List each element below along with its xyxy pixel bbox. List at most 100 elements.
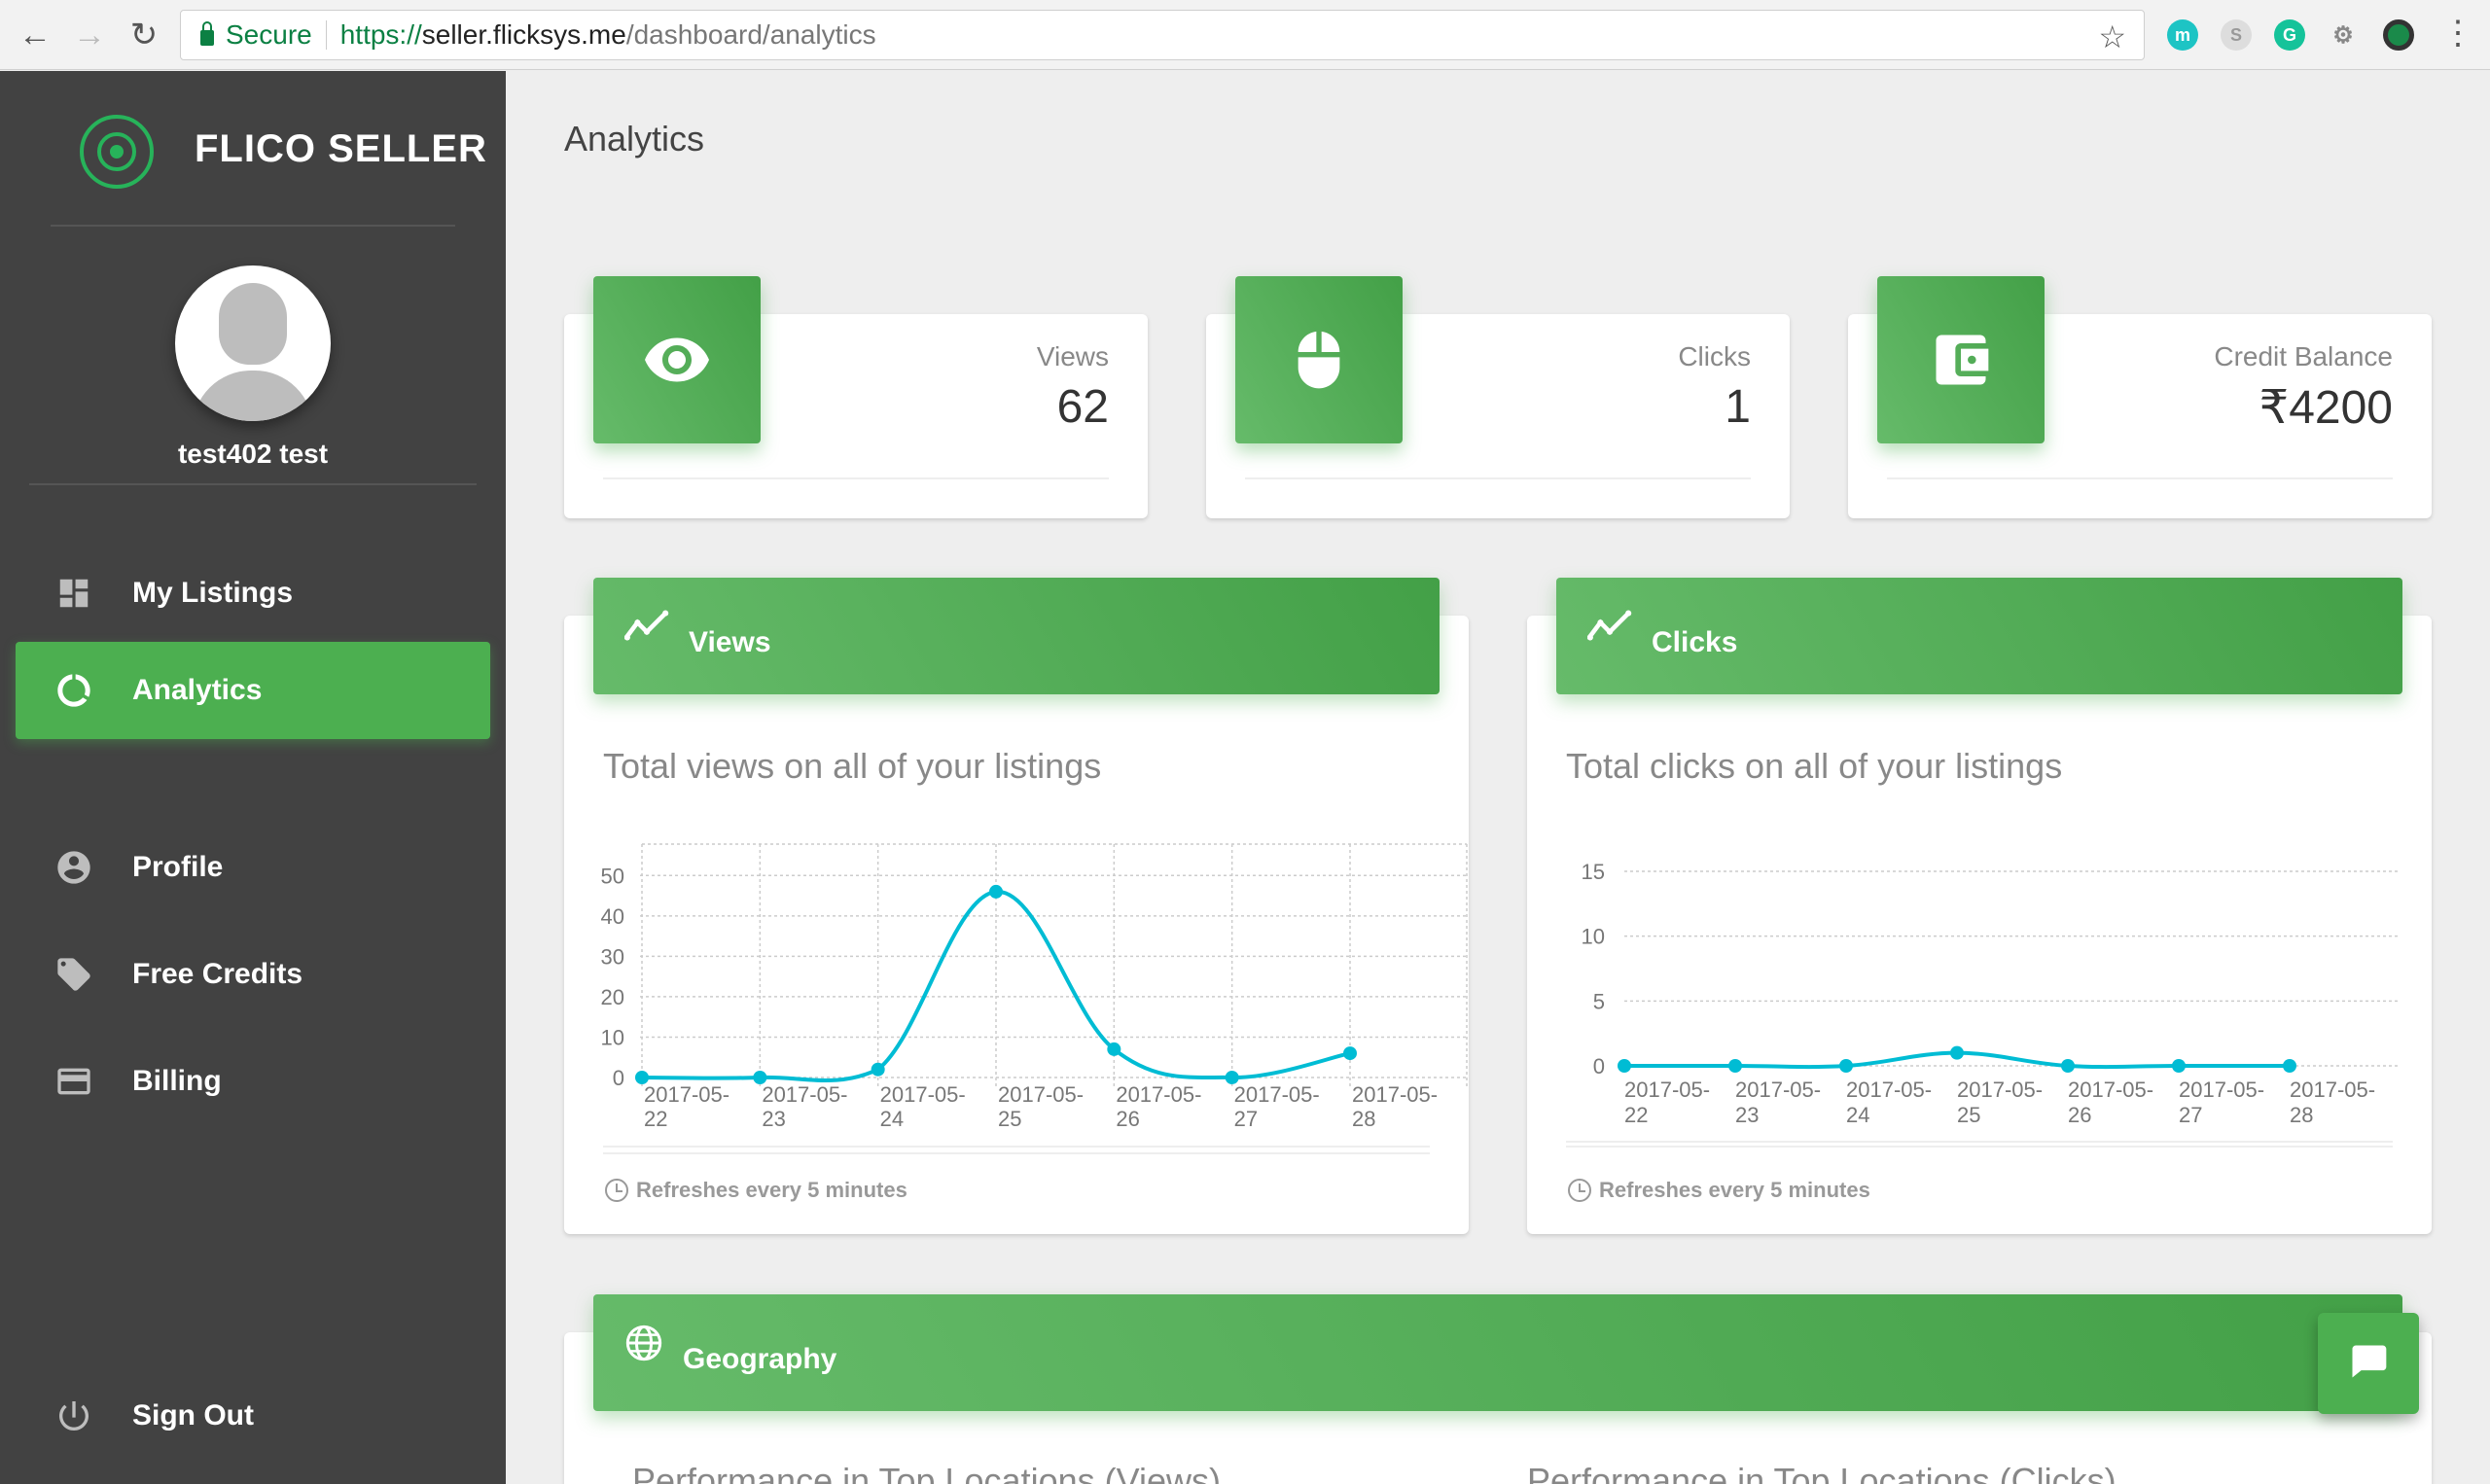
secure-indicator[interactable]: Secure (181, 19, 312, 51)
views-chart-card: Total views on all of your listings Refr… (564, 616, 1469, 1234)
y-tick-label: 10 (1582, 925, 1605, 949)
geo-clicks-subtitle: Performance in Top Locations (Clicks) (1527, 1461, 2116, 1484)
chat-bubble-icon (2347, 1340, 2390, 1388)
url-path: /dashboard/analytics (625, 19, 876, 50)
x-tick-label: 27 (1234, 1107, 1258, 1131)
browser-menu-icon[interactable]: ⋮ (2441, 15, 2474, 52)
geo-views-subtitle: Performance in Top Locations (Views) (632, 1461, 1221, 1484)
clicks-panel-title: Clicks (1652, 626, 1738, 658)
x-tick-label: 24 (1846, 1103, 1869, 1127)
card-divider (603, 477, 1109, 479)
sidebar-divider (29, 483, 477, 485)
x-tick-label: 26 (1116, 1107, 1139, 1131)
refresh-label: Refreshes every 5 minutes (636, 1178, 907, 1202)
views-chart-subtitle: Total views on all of your listings (603, 746, 1102, 786)
x-tick-label: 2017-05- (1846, 1078, 1932, 1102)
globe-icon (624, 1324, 663, 1370)
url-separator (325, 20, 327, 50)
sign-out-button[interactable]: Sign Out (16, 1367, 490, 1465)
sidebar-item-analytics[interactable]: Analytics (16, 642, 490, 739)
lock-icon (200, 21, 214, 46)
data-point (1728, 1059, 1742, 1073)
brand-name: FLICO SELLER (195, 127, 487, 170)
x-tick-label: 2017-05- (2290, 1078, 2375, 1102)
x-tick-label: 22 (1624, 1103, 1648, 1127)
sidebar-item-label: Profile (132, 851, 224, 883)
back-arrow-icon[interactable]: ← (18, 16, 52, 53)
x-tick-label: 2017-05- (1116, 1082, 1201, 1107)
sidebar-item-label: Billing (132, 1065, 222, 1097)
x-tick-label: 27 (2179, 1103, 2202, 1127)
sidebar-item-profile[interactable]: Profile (16, 819, 490, 916)
y-tick-label: 50 (601, 864, 624, 888)
views-line-chart: 010203040502017-05-222017-05-232017-05-2… (601, 843, 1468, 1154)
extension-m-icon[interactable]: m (2167, 19, 2198, 51)
bookmark-star-icon[interactable]: ☆ (2098, 19, 2126, 54)
clicks-panel-header: Clicks (1556, 578, 2402, 694)
address-bar[interactable]: Secure https://seller.flicksys.me/dashbo… (180, 10, 2145, 60)
page-title: Analytics (564, 119, 705, 159)
x-tick-label: 2017-05- (1234, 1082, 1320, 1107)
browser-toolbar: ← → ↻ Secure https://seller.flicksys.me /… (0, 0, 2490, 70)
x-tick-label: 28 (2290, 1103, 2313, 1127)
grammarly-extension-icon[interactable]: G (2274, 19, 2305, 51)
y-tick-label: 10 (601, 1025, 624, 1049)
data-point (753, 1071, 767, 1084)
clock-icon (605, 1179, 628, 1202)
views-stat-label: Views (1036, 341, 1109, 371)
views-refresh-note: Refreshes every 5 minutes (605, 1178, 907, 1203)
x-tick-label: 25 (1957, 1103, 1980, 1127)
data-point (635, 1071, 649, 1084)
card-divider (603, 1146, 1430, 1148)
y-tick-label: 30 (601, 944, 624, 969)
y-tick-label: 15 (1582, 860, 1605, 884)
views-panel-header: Views (593, 578, 1440, 694)
extension-gear-icon[interactable]: ⚙ (2332, 21, 2354, 49)
x-tick-label: 2017-05- (2179, 1078, 2264, 1102)
x-tick-label: 28 (1352, 1107, 1375, 1131)
x-tick-label: 2017-05- (2068, 1078, 2153, 1102)
dashboard-icon (54, 574, 93, 613)
x-tick-label: 25 (998, 1107, 1021, 1131)
credit-card-icon (54, 1062, 93, 1101)
data-point (1225, 1071, 1239, 1084)
x-tick-label: 2017-05- (1352, 1082, 1438, 1107)
clicks-refresh-note: Refreshes every 5 minutes (1568, 1178, 1870, 1203)
data-point (989, 884, 1003, 899)
extension-target-icon[interactable] (2383, 19, 2414, 51)
clock-icon (1568, 1179, 1591, 1202)
sidebar-divider (51, 225, 455, 227)
views-panel-title: Views (689, 626, 771, 658)
mouse-icon (1235, 276, 1403, 443)
trending-icon (623, 609, 669, 652)
clicks-line-chart: 0510152017-05-222017-05-232017-05-242017… (1566, 860, 2401, 1143)
y-tick-label: 5 (1593, 989, 1605, 1013)
x-tick-label: 2017-05- (1624, 1078, 1710, 1102)
views-stat-value: 62 (1056, 381, 1109, 433)
sidebar-item-free-credits[interactable]: Free Credits (16, 926, 490, 1023)
sidebar-item-my-listings[interactable]: My Listings (16, 545, 490, 642)
chat-button[interactable] (2318, 1313, 2419, 1414)
reload-icon[interactable]: ↻ (129, 17, 159, 53)
x-tick-label: 23 (762, 1107, 785, 1131)
eye-icon (593, 276, 761, 443)
x-tick-label: 24 (880, 1107, 904, 1131)
sidebar-item-billing[interactable]: Billing (16, 1033, 490, 1130)
y-tick-label: 0 (1593, 1054, 1605, 1078)
trending-icon (1586, 609, 1632, 652)
power-icon (54, 1396, 93, 1435)
data-point (2283, 1059, 2296, 1073)
user-name: test402 test (177, 439, 329, 469)
clicks-stat-label: Clicks (1678, 341, 1751, 371)
x-tick-label: 2017-05- (1735, 1078, 1821, 1102)
url-host: seller.flicksys.me (421, 19, 626, 50)
x-tick-label: 2017-05- (1957, 1078, 2043, 1102)
data-point (1950, 1045, 1964, 1060)
clicks-chart-subtitle: Total clicks on all of your listings (1566, 746, 2063, 786)
secure-label: Secure (226, 19, 312, 50)
avatar[interactable] (175, 265, 331, 421)
extension-s-icon[interactable]: S (2221, 19, 2252, 51)
forward-arrow-icon[interactable]: → (73, 16, 106, 53)
tag-icon (54, 955, 93, 994)
y-tick-label: 40 (601, 904, 624, 929)
